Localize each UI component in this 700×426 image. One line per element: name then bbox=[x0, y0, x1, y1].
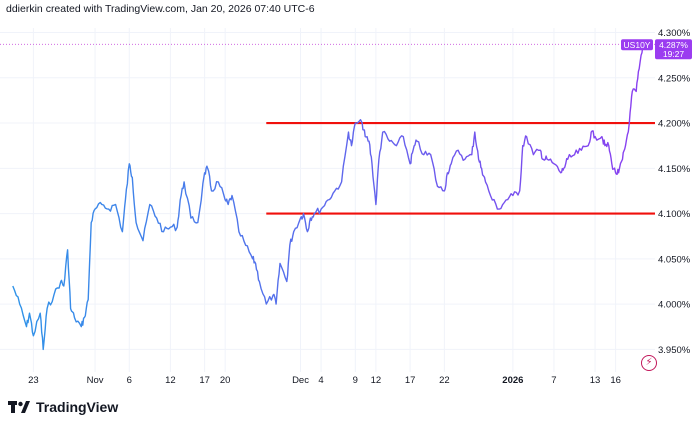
price-label-value: 4.287% bbox=[659, 40, 688, 50]
x-tick-label: 22 bbox=[439, 375, 450, 386]
y-tick-label: 3.950% bbox=[658, 345, 691, 356]
series-line-us10y bbox=[12, 44, 644, 351]
x-tick-label: 6 bbox=[127, 375, 132, 386]
price-label-box-value bbox=[655, 39, 692, 60]
price-label-countdown: 19:27 bbox=[663, 49, 685, 59]
lightning-icon[interactable]: ⚡ bbox=[641, 355, 657, 371]
y-tick-label: 4.250% bbox=[658, 73, 691, 84]
x-tick-label: Dec bbox=[292, 375, 309, 386]
price-label: US10Y 4.287% 19:27 bbox=[621, 39, 692, 60]
tradingview-logo-icon bbox=[8, 401, 30, 413]
x-tick-label: 9 bbox=[353, 375, 358, 386]
x-tick-label: 17 bbox=[199, 375, 210, 386]
tradingview-brand: TradingView bbox=[8, 399, 118, 415]
y-tick-label: 4.050% bbox=[658, 254, 691, 265]
brand-name: TradingView bbox=[36, 399, 119, 415]
x-tick-label: 4 bbox=[318, 375, 323, 386]
x-tick-label: 17 bbox=[405, 375, 416, 386]
x-axis-ticks: 23 Nov 6 12 17 20 Dec 4 9 12 17 22 2026 7 13 16 bbox=[28, 375, 621, 386]
price-label-box-symbol bbox=[621, 39, 653, 51]
x-tick-label: Nov bbox=[87, 375, 104, 386]
y-axis-ticks: 3.950% 4.000% 4.050% 4.100% 4.150% 4.200% 4.25… bbox=[658, 28, 691, 356]
price-label-symbol: US10Y bbox=[624, 40, 651, 50]
x-tick-label: 2026 bbox=[502, 375, 523, 386]
y-tick-label: 4.000% bbox=[658, 300, 691, 311]
x-tick-label: 20 bbox=[220, 375, 231, 386]
chart-attribution: ddierkin created with TradingView.com, J… bbox=[6, 3, 315, 15]
x-tick-label: 7 bbox=[551, 375, 556, 386]
x-tick-label: 23 bbox=[28, 375, 39, 386]
x-tick-label: 13 bbox=[590, 375, 601, 386]
y-tick-label: 4.300% bbox=[658, 28, 691, 39]
y-tick-label: 4.200% bbox=[658, 119, 691, 130]
x-tick-label: 12 bbox=[165, 375, 176, 386]
y-tick-label: 4.150% bbox=[658, 164, 691, 175]
x-tick-label: 12 bbox=[371, 375, 382, 386]
horizontal-lines-layer bbox=[266, 121, 655, 215]
x-tick-label: 16 bbox=[610, 375, 621, 386]
y-tick-label: 4.100% bbox=[658, 209, 691, 220]
